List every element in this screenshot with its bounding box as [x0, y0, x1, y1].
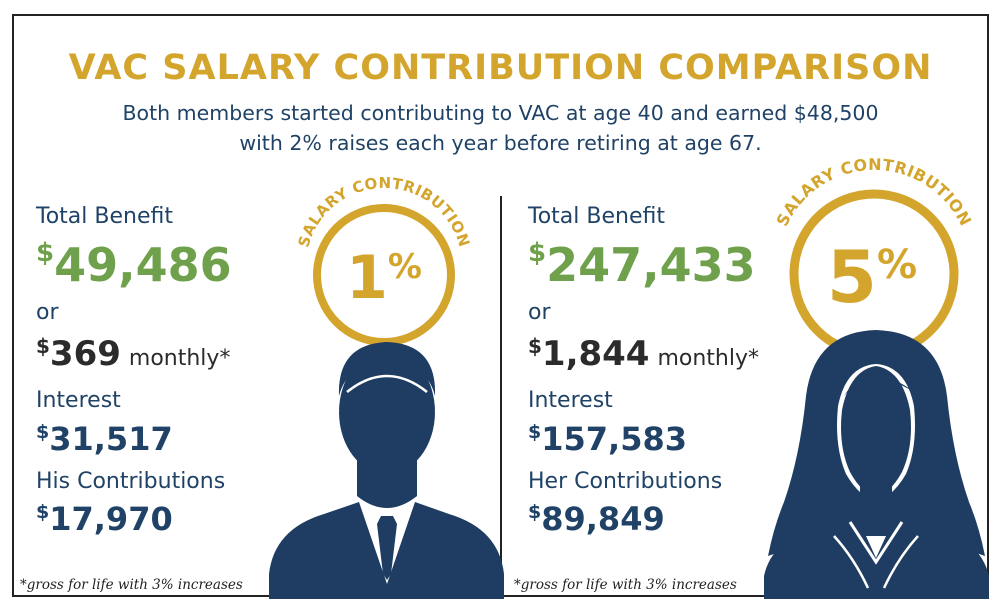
left-badge-ring — [313, 204, 455, 346]
subtitle: Both members started contributing to VAC… — [14, 98, 987, 158]
right-salary-badge: SALARY CONTRIBUTION 5% — [773, 155, 975, 359]
panel-divider — [500, 196, 502, 599]
left-contributions-label: His Contributions — [36, 469, 226, 494]
left-interest-currency: $ — [36, 421, 50, 443]
right-monthly-currency: $ — [528, 334, 542, 358]
right-footnote: *gross for life with 3% increases — [514, 577, 737, 593]
right-monthly-amount: 1,844 — [541, 334, 650, 374]
subtitle-line-2: with 2% raises each year before retiring… — [239, 131, 762, 155]
left-monthly-label: monthly* — [128, 346, 231, 371]
left-contributions-currency: $ — [36, 501, 50, 523]
left-badge-percent: 1% — [346, 243, 422, 313]
left-total-benefit-currency: $ — [36, 238, 55, 268]
left-monthly-amount: 369 — [49, 334, 121, 374]
left-total-benefit-amount: 49,486 — [54, 238, 232, 292]
left-monthly-currency: $ — [36, 334, 50, 358]
subtitle-line-1: Both members started contributing to VAC… — [122, 101, 879, 125]
left-footnote: *gross for life with 3% increases — [20, 577, 243, 593]
left-interest-value: $31,517 — [36, 420, 173, 458]
page-title: VAC SALARY CONTRIBUTION COMPARISON — [68, 48, 933, 88]
man-avatar-icon — [269, 342, 504, 599]
right-interest-currency: $ — [528, 421, 542, 443]
left-interest-label: Interest — [36, 388, 121, 413]
right-total-benefit-value: $247,433 — [528, 238, 756, 292]
left-monthly-value: $369 monthly* — [36, 334, 230, 374]
right-total-benefit-amount: 247,433 — [546, 238, 756, 292]
right-contributions-label: Her Contributions — [528, 469, 723, 494]
right-contributions-value: $89,849 — [528, 500, 665, 538]
left-panel: SALARY CONTRIBUTION 1% Total Benefit $49… — [14, 16, 504, 599]
left-contributions-amount: 17,970 — [49, 500, 173, 538]
right-or-label: or — [528, 300, 551, 325]
right-interest-amount: 157,583 — [541, 420, 687, 458]
right-total-benefit-currency: $ — [528, 238, 547, 268]
right-badge-percent: 5% — [827, 235, 917, 319]
left-interest-amount: 31,517 — [49, 420, 173, 458]
left-salary-badge: SALARY CONTRIBUTION 1% — [295, 174, 473, 346]
left-contributions-value: $17,970 — [36, 500, 173, 538]
infographic-frame: VAC SALARY CONTRIBUTION COMPARISON Both … — [12, 14, 990, 599]
right-total-benefit-label: Total Benefit — [528, 204, 665, 229]
right-monthly-value: $1,844 monthly* — [528, 334, 759, 374]
left-total-benefit-value: $49,486 — [36, 238, 232, 292]
left-or-label: or — [36, 300, 59, 325]
woman-avatar-icon — [764, 330, 989, 599]
right-panel: SALARY CONTRIBUTION 5% Total Benefit $24… — [502, 16, 990, 599]
right-interest-label: Interest — [528, 388, 613, 413]
left-total-benefit-label: Total Benefit — [36, 204, 173, 229]
right-monthly-label: monthly* — [657, 346, 760, 371]
right-contributions-currency: $ — [528, 501, 542, 523]
right-contributions-amount: 89,849 — [541, 500, 665, 538]
right-interest-value: $157,583 — [528, 420, 687, 458]
